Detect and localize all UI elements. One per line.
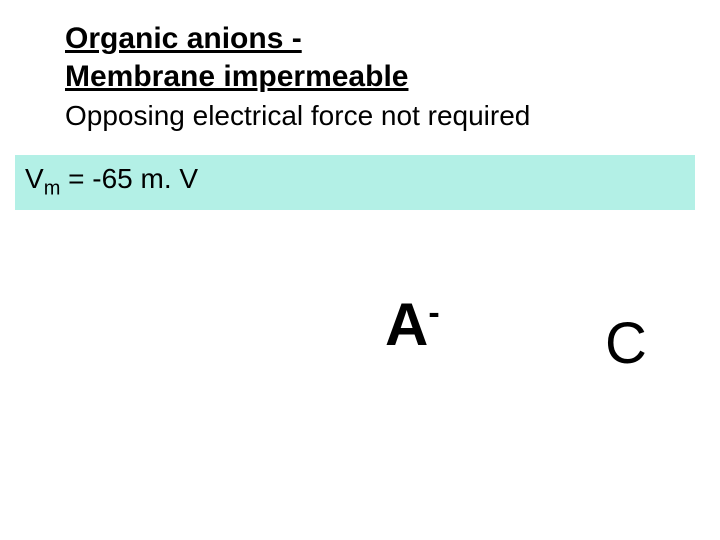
slide-subtitle: Opposing electrical force not required xyxy=(65,100,530,132)
c-label: C xyxy=(605,310,647,377)
anion-symbol: A- xyxy=(385,290,440,359)
vm-prefix: V xyxy=(25,163,44,194)
vm-value: = -65 m. V xyxy=(60,163,198,194)
title-line-2: Membrane impermeable xyxy=(65,60,408,93)
anion-charge: - xyxy=(428,294,439,332)
slide-title: Organic anions - Membrane impermeable xyxy=(65,20,408,95)
membrane-potential-text: Vm = -65 m. V xyxy=(25,163,198,195)
slide: Organic anions - Membrane impermeable Op… xyxy=(0,0,720,540)
title-line-1: Organic anions - xyxy=(65,22,302,55)
anion-letter: A xyxy=(385,291,428,358)
vm-subscript: m xyxy=(44,178,61,200)
